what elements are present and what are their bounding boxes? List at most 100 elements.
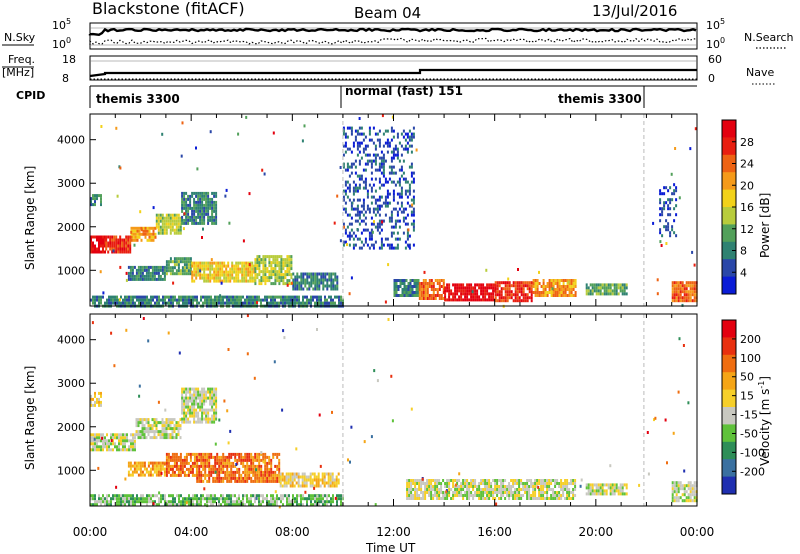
power-cell [213, 279, 216, 283]
velocity-cell [340, 494, 342, 498]
velocity-cell [189, 405, 192, 409]
power-cell [213, 206, 216, 210]
power-cell [346, 234, 349, 238]
power-cell [374, 168, 377, 172]
power-cell [163, 265, 166, 269]
velocity-cell [139, 467, 142, 471]
velocity-cell [274, 500, 276, 504]
velocity-cell [165, 452, 168, 456]
power-scatter-echo [373, 220, 375, 224]
velocity-cell [408, 497, 411, 500]
velocity-cell [278, 470, 281, 474]
power-cell [98, 244, 100, 248]
power-cell [149, 271, 152, 275]
velocity-cell [408, 479, 411, 482]
power-cell [566, 285, 569, 288]
power-cell [197, 261, 200, 265]
velocity-cell [266, 461, 269, 465]
power-cell [157, 216, 160, 220]
power-scatter-echo [119, 298, 121, 302]
power-cell [100, 244, 102, 248]
power-cell [270, 301, 272, 305]
power-cell [111, 241, 114, 245]
velocity-cell [138, 497, 140, 501]
velocity-cell [189, 393, 192, 397]
power-cell [199, 264, 202, 268]
cpid-label: CPID [16, 89, 45, 102]
power-cell [364, 222, 367, 226]
power-cell [663, 207, 666, 211]
power-cell [542, 279, 545, 282]
power-cell [302, 295, 304, 299]
power-cell [308, 287, 311, 291]
power-cell [364, 186, 367, 190]
power-cell [189, 263, 192, 267]
velocity-cell [110, 497, 112, 501]
velocity-cell [440, 485, 443, 488]
velocity-cell [568, 482, 571, 485]
velocity-cell [675, 490, 678, 494]
power-cell [209, 206, 212, 210]
velocity-cell [122, 433, 124, 437]
velocity-cell [282, 494, 284, 498]
velocity-cell [528, 488, 531, 491]
velocity-cell [305, 475, 308, 479]
power-cell [201, 209, 204, 213]
velocity-cell [213, 420, 216, 424]
velocity-cell [585, 483, 588, 487]
velocity-cell [426, 479, 429, 482]
power-scatter-echo [346, 243, 348, 247]
power-cell [316, 272, 319, 276]
velocity-cell [206, 455, 209, 459]
power-cell [422, 291, 425, 294]
velocity-cell [152, 494, 154, 498]
velocity-cell [276, 497, 278, 501]
velocity-cell [141, 464, 144, 468]
power-cell [189, 269, 192, 273]
power-cell [211, 215, 214, 219]
power-cell [476, 298, 479, 302]
power-cell [514, 284, 517, 288]
power-cell [464, 298, 467, 302]
power-cell [302, 281, 305, 285]
power-cell [121, 247, 124, 251]
power-cell [207, 206, 210, 210]
power-cell [149, 274, 152, 278]
power-cell [298, 281, 301, 285]
power-cell [165, 272, 168, 276]
power-cell [185, 272, 188, 276]
power-cell [254, 261, 257, 265]
velocity-cell [193, 461, 196, 465]
power-cell [412, 243, 415, 247]
velocity-cell [240, 458, 243, 462]
power-cell [262, 270, 265, 274]
power-cell [201, 191, 204, 195]
power-cell [157, 274, 160, 278]
velocity-cell [208, 461, 211, 465]
power-cell [336, 275, 339, 279]
power-cell [687, 296, 690, 300]
power-cell [346, 162, 349, 166]
velocity-cell [133, 470, 136, 474]
velocity-cell [332, 500, 334, 504]
power-cell [203, 264, 206, 268]
velocity-cell [422, 497, 425, 500]
power-cell [671, 284, 674, 288]
velocity-cell [252, 494, 254, 498]
power-cell [504, 284, 507, 288]
power-scatter-echo [691, 250, 694, 254]
power-cell [446, 283, 449, 287]
velocity-cell [254, 464, 257, 468]
power-cell [403, 294, 406, 297]
velocity-cell [430, 491, 433, 494]
power-cell [171, 260, 174, 264]
power-cell [318, 298, 320, 302]
power-cell [183, 269, 186, 273]
velocity-cell [250, 455, 253, 459]
power-cell [368, 126, 371, 130]
power-cell [430, 297, 433, 300]
power-cells [90, 114, 698, 308]
velocity-cell [418, 485, 421, 488]
power-cell [378, 129, 381, 133]
power-cell [460, 298, 463, 302]
